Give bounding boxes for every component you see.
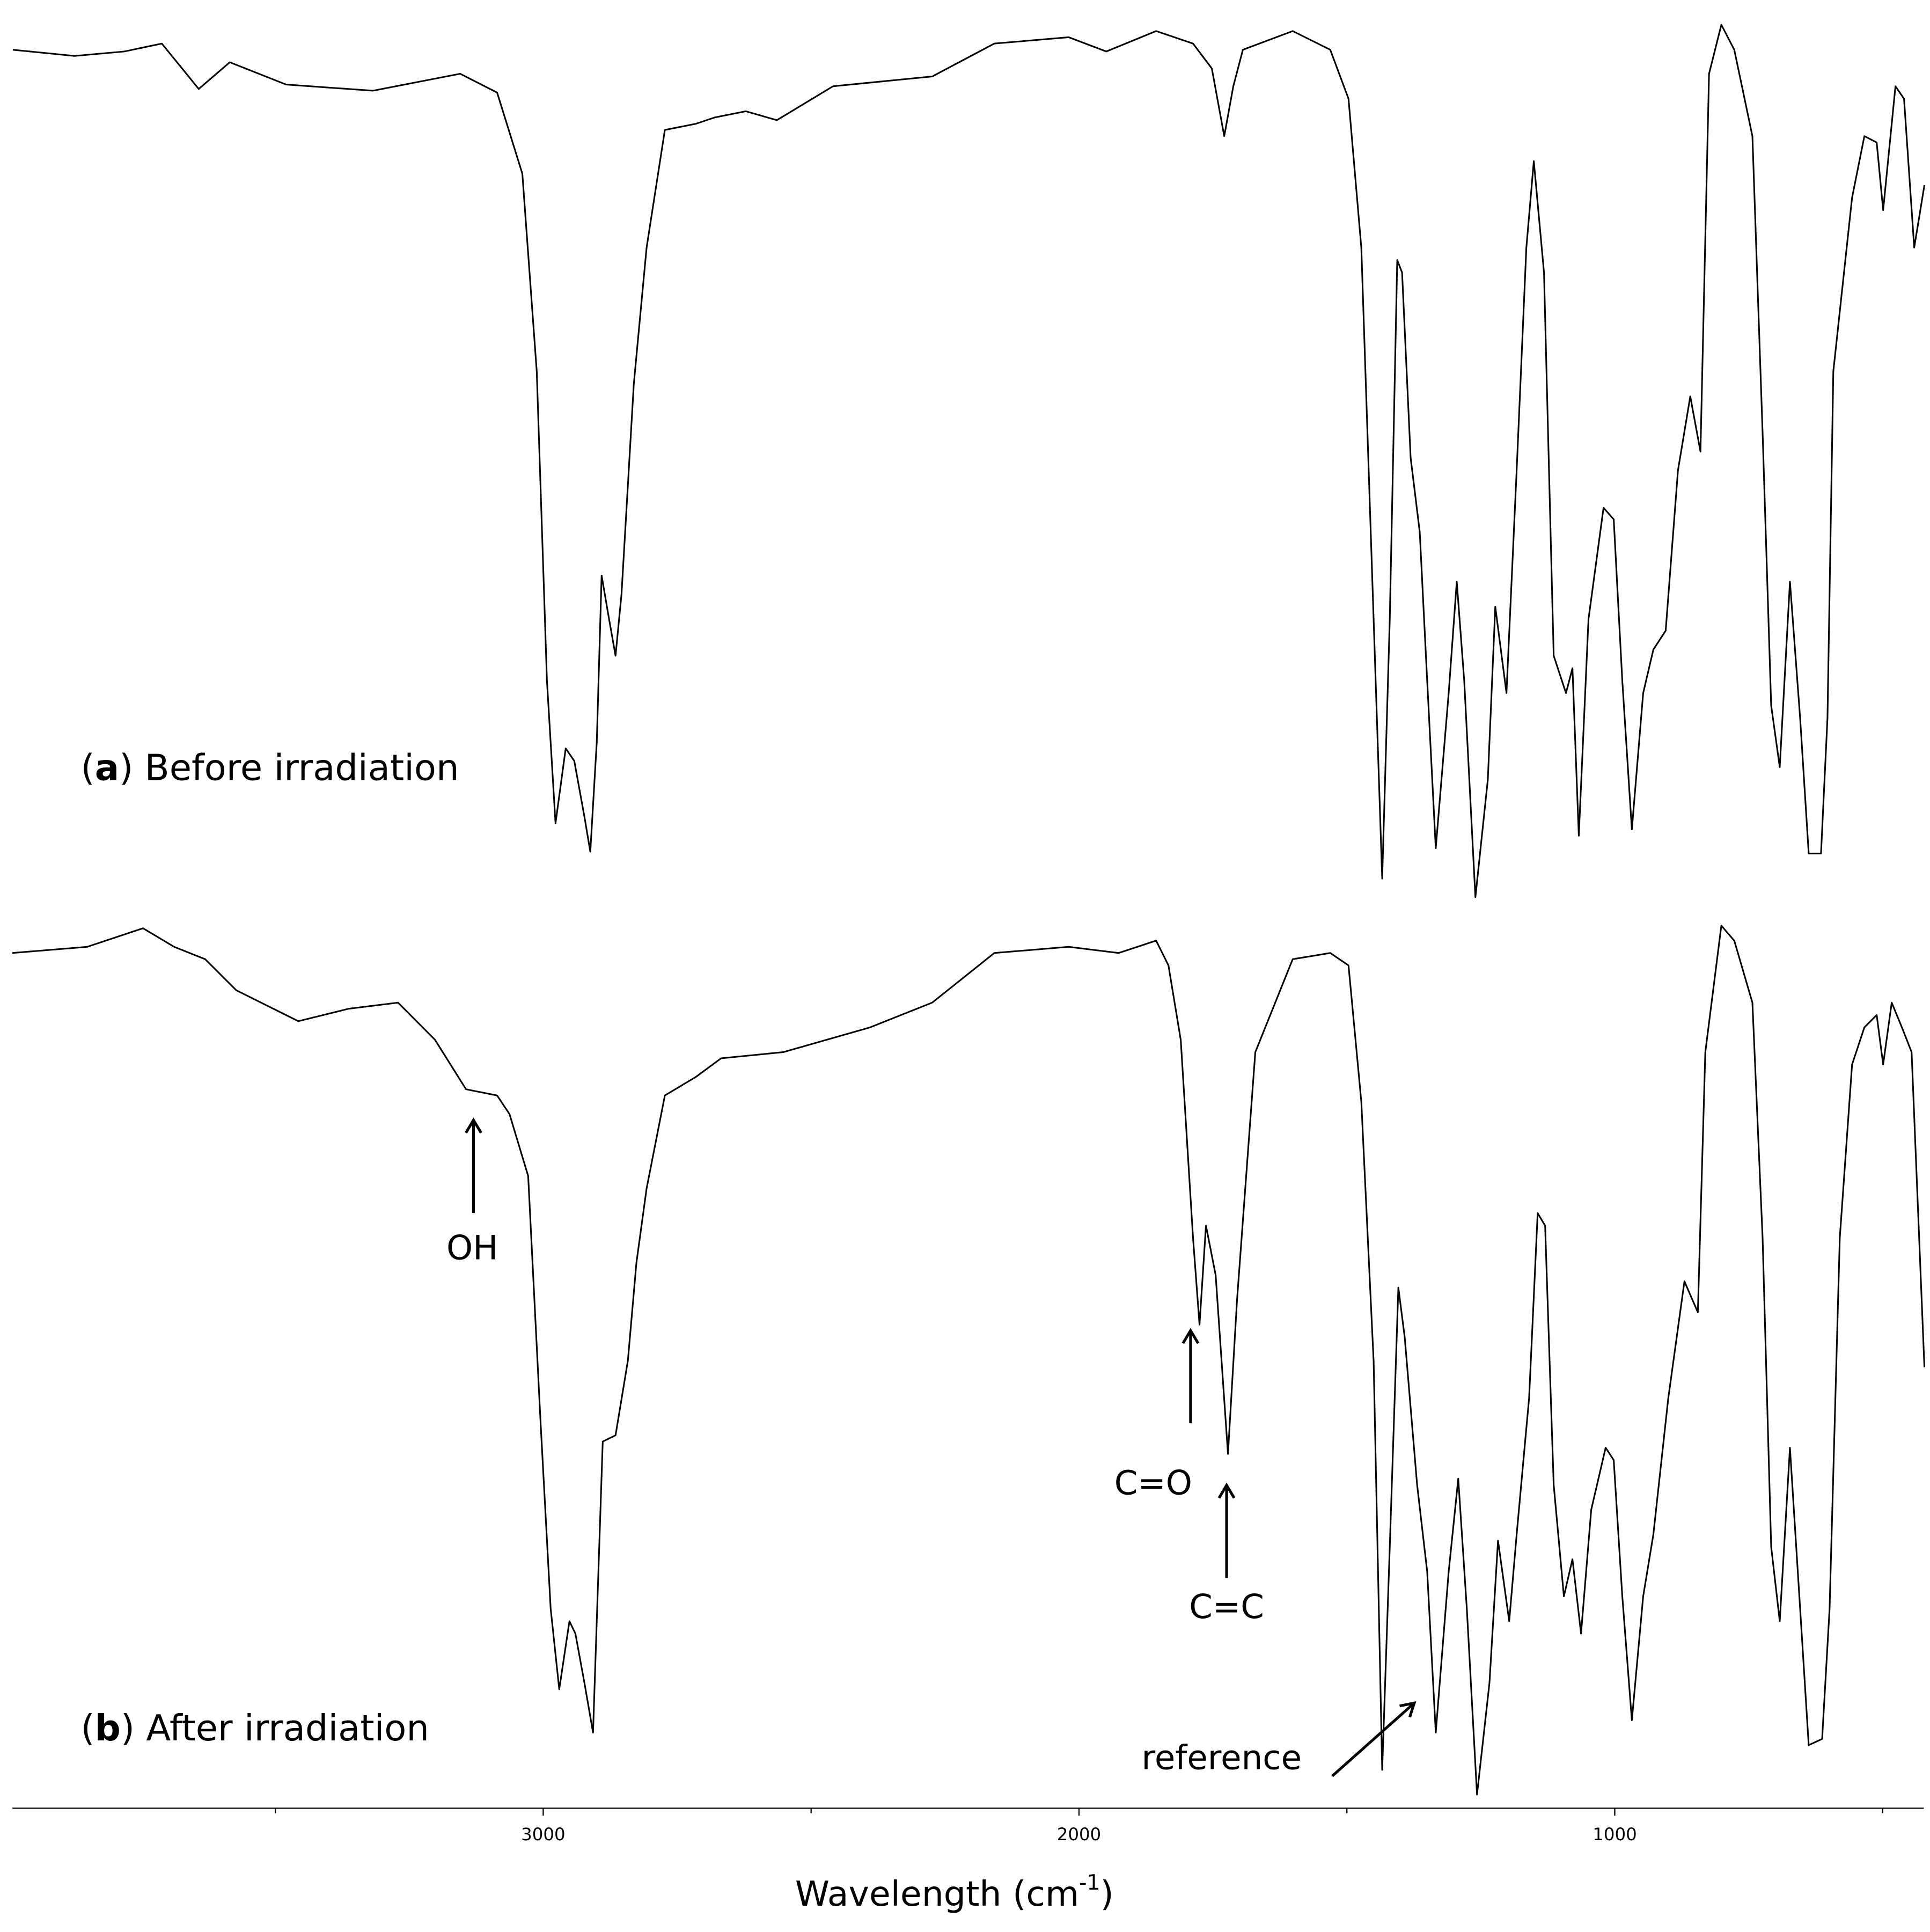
panel-label-part: ) After irradiation <box>121 1707 429 1749</box>
panel-label-part: ) Before irradiation <box>119 747 459 788</box>
panel-label: (b) After irradiation <box>81 1707 429 1749</box>
panel-label-part: ( <box>81 1707 95 1749</box>
x-tick-label: 2000 <box>1057 1824 1101 1845</box>
annotation-arrowhead <box>1399 1701 1417 1718</box>
x-tick-label: 3000 <box>521 1824 565 1845</box>
x-axis-label-part: -1 <box>1079 1871 1100 1895</box>
spectrum-line <box>12 24 1926 898</box>
panel-label-part: b <box>95 1707 121 1749</box>
annotation-arrow <box>1331 1702 1415 1777</box>
annotation-label: OH <box>446 1228 498 1267</box>
x-axis-label-part: ) <box>1100 1874 1113 1914</box>
annotation-label: C=O <box>1114 1463 1192 1503</box>
panel-label-part: ( <box>81 747 95 788</box>
panel-label-part: a <box>95 747 119 788</box>
spectrum-line <box>12 925 1926 1796</box>
annotation-arrowhead <box>465 1117 482 1134</box>
x-axis-label-part: Wavelength (cm <box>795 1874 1079 1914</box>
annotation-label: reference <box>1142 1738 1302 1777</box>
panel-label: (a) Before irradiation <box>81 747 459 788</box>
x-axis-label: Wavelength (cm-1) <box>795 1871 1114 1914</box>
x-tick-label: 1000 <box>1593 1824 1637 1845</box>
annotation-arrowhead <box>1217 1482 1236 1499</box>
annotation-label: C=C <box>1189 1587 1264 1626</box>
annotation-arrowhead <box>1182 1328 1200 1344</box>
